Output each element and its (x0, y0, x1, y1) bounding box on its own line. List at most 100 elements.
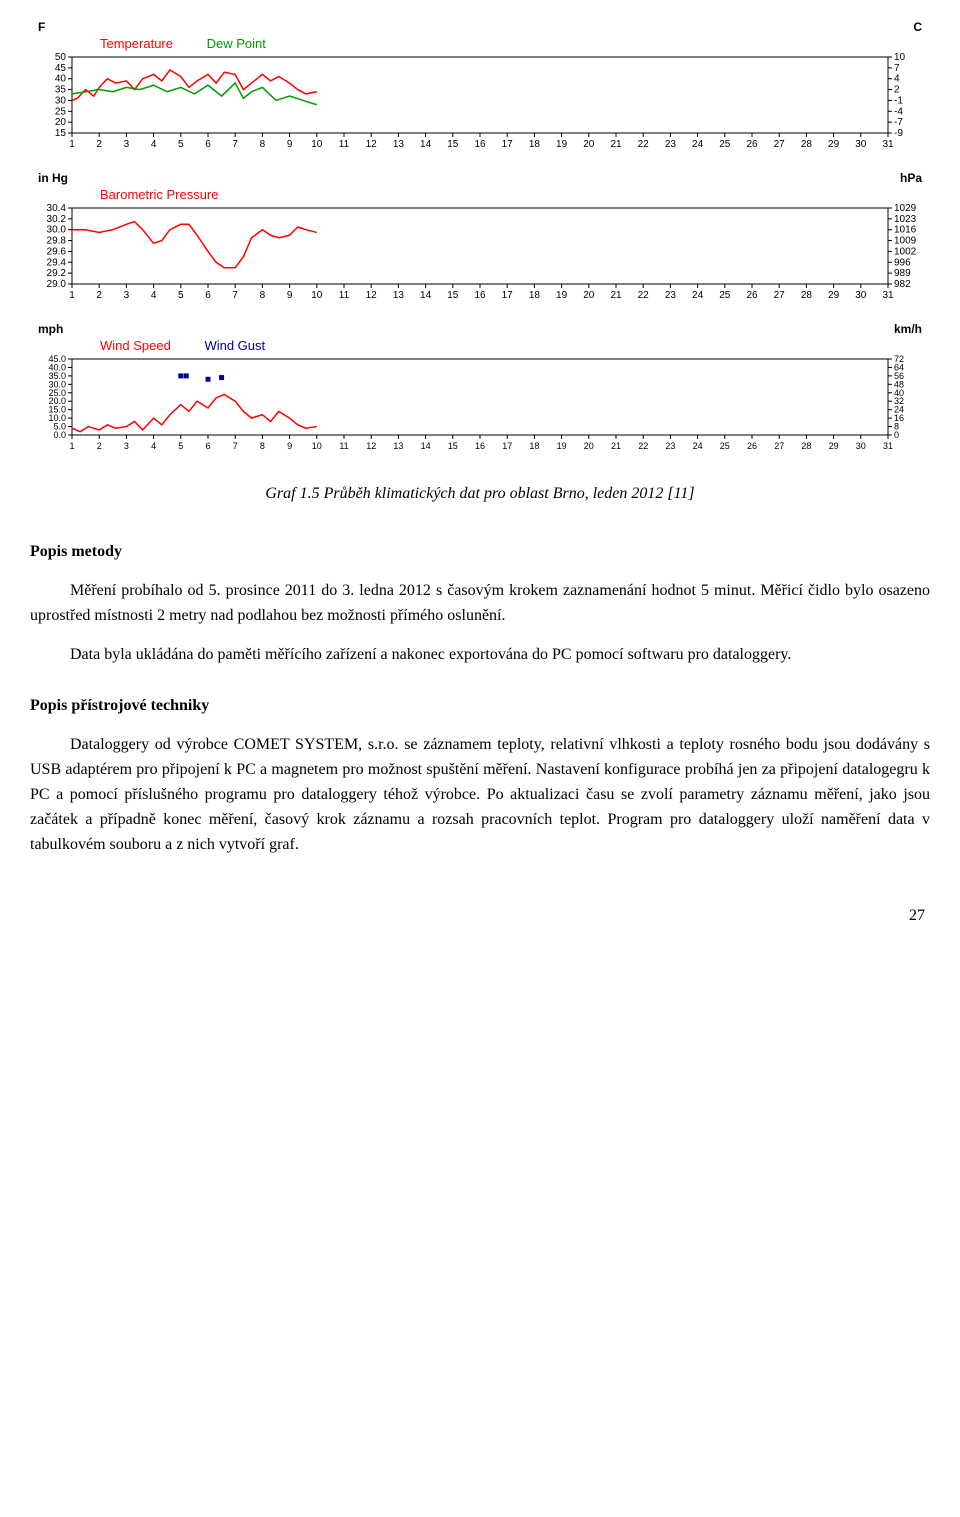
svg-text:5: 5 (178, 441, 183, 451)
svg-text:2: 2 (894, 85, 900, 96)
svg-text:30.4: 30.4 (47, 204, 67, 214)
svg-text:10: 10 (311, 290, 323, 301)
svg-text:28: 28 (801, 290, 813, 301)
svg-text:23: 23 (665, 290, 677, 301)
legend-windgust: Wind Gust (204, 338, 265, 353)
charts-container: F C Temperature Dew Point 12345678910111… (30, 20, 930, 455)
svg-text:29: 29 (828, 290, 840, 301)
svg-text:12: 12 (366, 139, 378, 150)
svg-text:72: 72 (894, 355, 904, 364)
legend-dewpoint: Dew Point (207, 36, 266, 51)
svg-text:7: 7 (232, 290, 238, 301)
svg-text:3: 3 (124, 139, 130, 150)
svg-text:27: 27 (774, 290, 786, 301)
para-2: Data byla ukládána do paměti měřícího za… (30, 643, 930, 668)
svg-text:27: 27 (774, 441, 784, 451)
svg-text:15: 15 (447, 139, 459, 150)
svg-text:3: 3 (124, 441, 129, 451)
svg-text:1023: 1023 (894, 214, 917, 225)
svg-text:-7: -7 (894, 117, 903, 128)
wind-plot: 1234567891011121314151617181920212223242… (30, 355, 930, 455)
svg-text:13: 13 (393, 441, 403, 451)
svg-text:45.0: 45.0 (48, 355, 66, 364)
svg-text:7: 7 (233, 441, 238, 451)
chart-wind: mph km/h Wind Speed Wind Gust 1234567891… (30, 322, 930, 455)
svg-text:45: 45 (55, 63, 67, 74)
pressure-plot: 1234567891011121314151617181920212223242… (30, 204, 930, 304)
svg-text:20: 20 (583, 139, 595, 150)
svg-text:24: 24 (693, 441, 703, 451)
svg-text:29: 29 (828, 139, 840, 150)
svg-text:16: 16 (474, 139, 486, 150)
svg-text:15: 15 (447, 290, 459, 301)
svg-text:30.0: 30.0 (47, 225, 67, 236)
section-popis-metody: Popis metody (30, 543, 930, 561)
svg-text:29.2: 29.2 (47, 268, 67, 279)
svg-text:1: 1 (69, 139, 75, 150)
svg-text:2: 2 (96, 290, 102, 301)
svg-text:22: 22 (638, 441, 648, 451)
svg-text:11: 11 (339, 290, 350, 301)
svg-text:40: 40 (55, 74, 67, 85)
svg-text:10: 10 (312, 441, 322, 451)
wind-unit-right: km/h (894, 322, 922, 336)
svg-text:30: 30 (856, 441, 866, 451)
section-popis-pristrojove: Popis přístrojové techniky (30, 697, 930, 715)
svg-text:8: 8 (260, 290, 266, 301)
pressure-unit-right: hPa (900, 171, 922, 185)
svg-text:24: 24 (692, 290, 704, 301)
wind-legend: Wind Speed Wind Gust (30, 338, 930, 353)
pressure-unit-left: in Hg (38, 171, 68, 185)
svg-text:25: 25 (719, 290, 731, 301)
svg-text:14: 14 (420, 290, 432, 301)
pressure-legend: Barometric Pressure (30, 187, 930, 202)
svg-text:1002: 1002 (894, 246, 917, 257)
svg-text:-4: -4 (894, 106, 903, 117)
page-number: 27 (30, 907, 930, 925)
svg-text:1029: 1029 (894, 204, 917, 214)
svg-text:989: 989 (894, 268, 911, 279)
svg-text:28: 28 (801, 441, 811, 451)
svg-text:9: 9 (287, 290, 293, 301)
svg-text:2: 2 (97, 441, 102, 451)
svg-text:31: 31 (882, 290, 894, 301)
svg-text:27: 27 (774, 139, 786, 150)
svg-text:9: 9 (287, 441, 292, 451)
svg-text:18: 18 (529, 441, 539, 451)
svg-text:25: 25 (55, 106, 67, 117)
svg-text:26: 26 (747, 441, 757, 451)
svg-text:19: 19 (556, 139, 568, 150)
svg-text:9: 9 (287, 139, 293, 150)
svg-text:5: 5 (178, 139, 184, 150)
svg-text:20: 20 (583, 290, 595, 301)
chart-pressure: in Hg hPa Barometric Pressure 1234567891… (30, 171, 930, 304)
svg-text:30: 30 (855, 290, 867, 301)
svg-text:982: 982 (894, 279, 911, 290)
svg-text:25: 25 (719, 139, 731, 150)
svg-text:29.6: 29.6 (47, 246, 67, 257)
svg-text:15: 15 (448, 441, 458, 451)
temp-plot: 1234567891011121314151617181920212223242… (30, 53, 930, 153)
svg-text:29.0: 29.0 (47, 279, 67, 290)
svg-text:29.8: 29.8 (47, 236, 67, 247)
svg-text:21: 21 (610, 139, 622, 150)
svg-text:30.2: 30.2 (47, 214, 67, 225)
legend-windspeed: Wind Speed (100, 338, 171, 353)
svg-text:6: 6 (205, 441, 210, 451)
svg-text:30: 30 (55, 95, 67, 106)
svg-text:30: 30 (855, 139, 867, 150)
svg-text:12: 12 (366, 290, 378, 301)
svg-text:15: 15 (55, 128, 67, 139)
svg-text:50: 50 (55, 53, 67, 63)
svg-text:20: 20 (55, 117, 67, 128)
svg-text:1009: 1009 (894, 236, 917, 247)
svg-text:21: 21 (610, 290, 622, 301)
svg-text:11: 11 (339, 441, 348, 451)
svg-text:21: 21 (611, 441, 621, 451)
svg-text:26: 26 (746, 290, 758, 301)
para-3: Dataloggery od výrobce COMET SYSTEM, s.r… (30, 733, 930, 857)
svg-text:22: 22 (638, 139, 650, 150)
svg-text:14: 14 (420, 139, 432, 150)
svg-text:7: 7 (232, 139, 238, 150)
chart-temperature: F C Temperature Dew Point 12345678910111… (30, 20, 930, 153)
